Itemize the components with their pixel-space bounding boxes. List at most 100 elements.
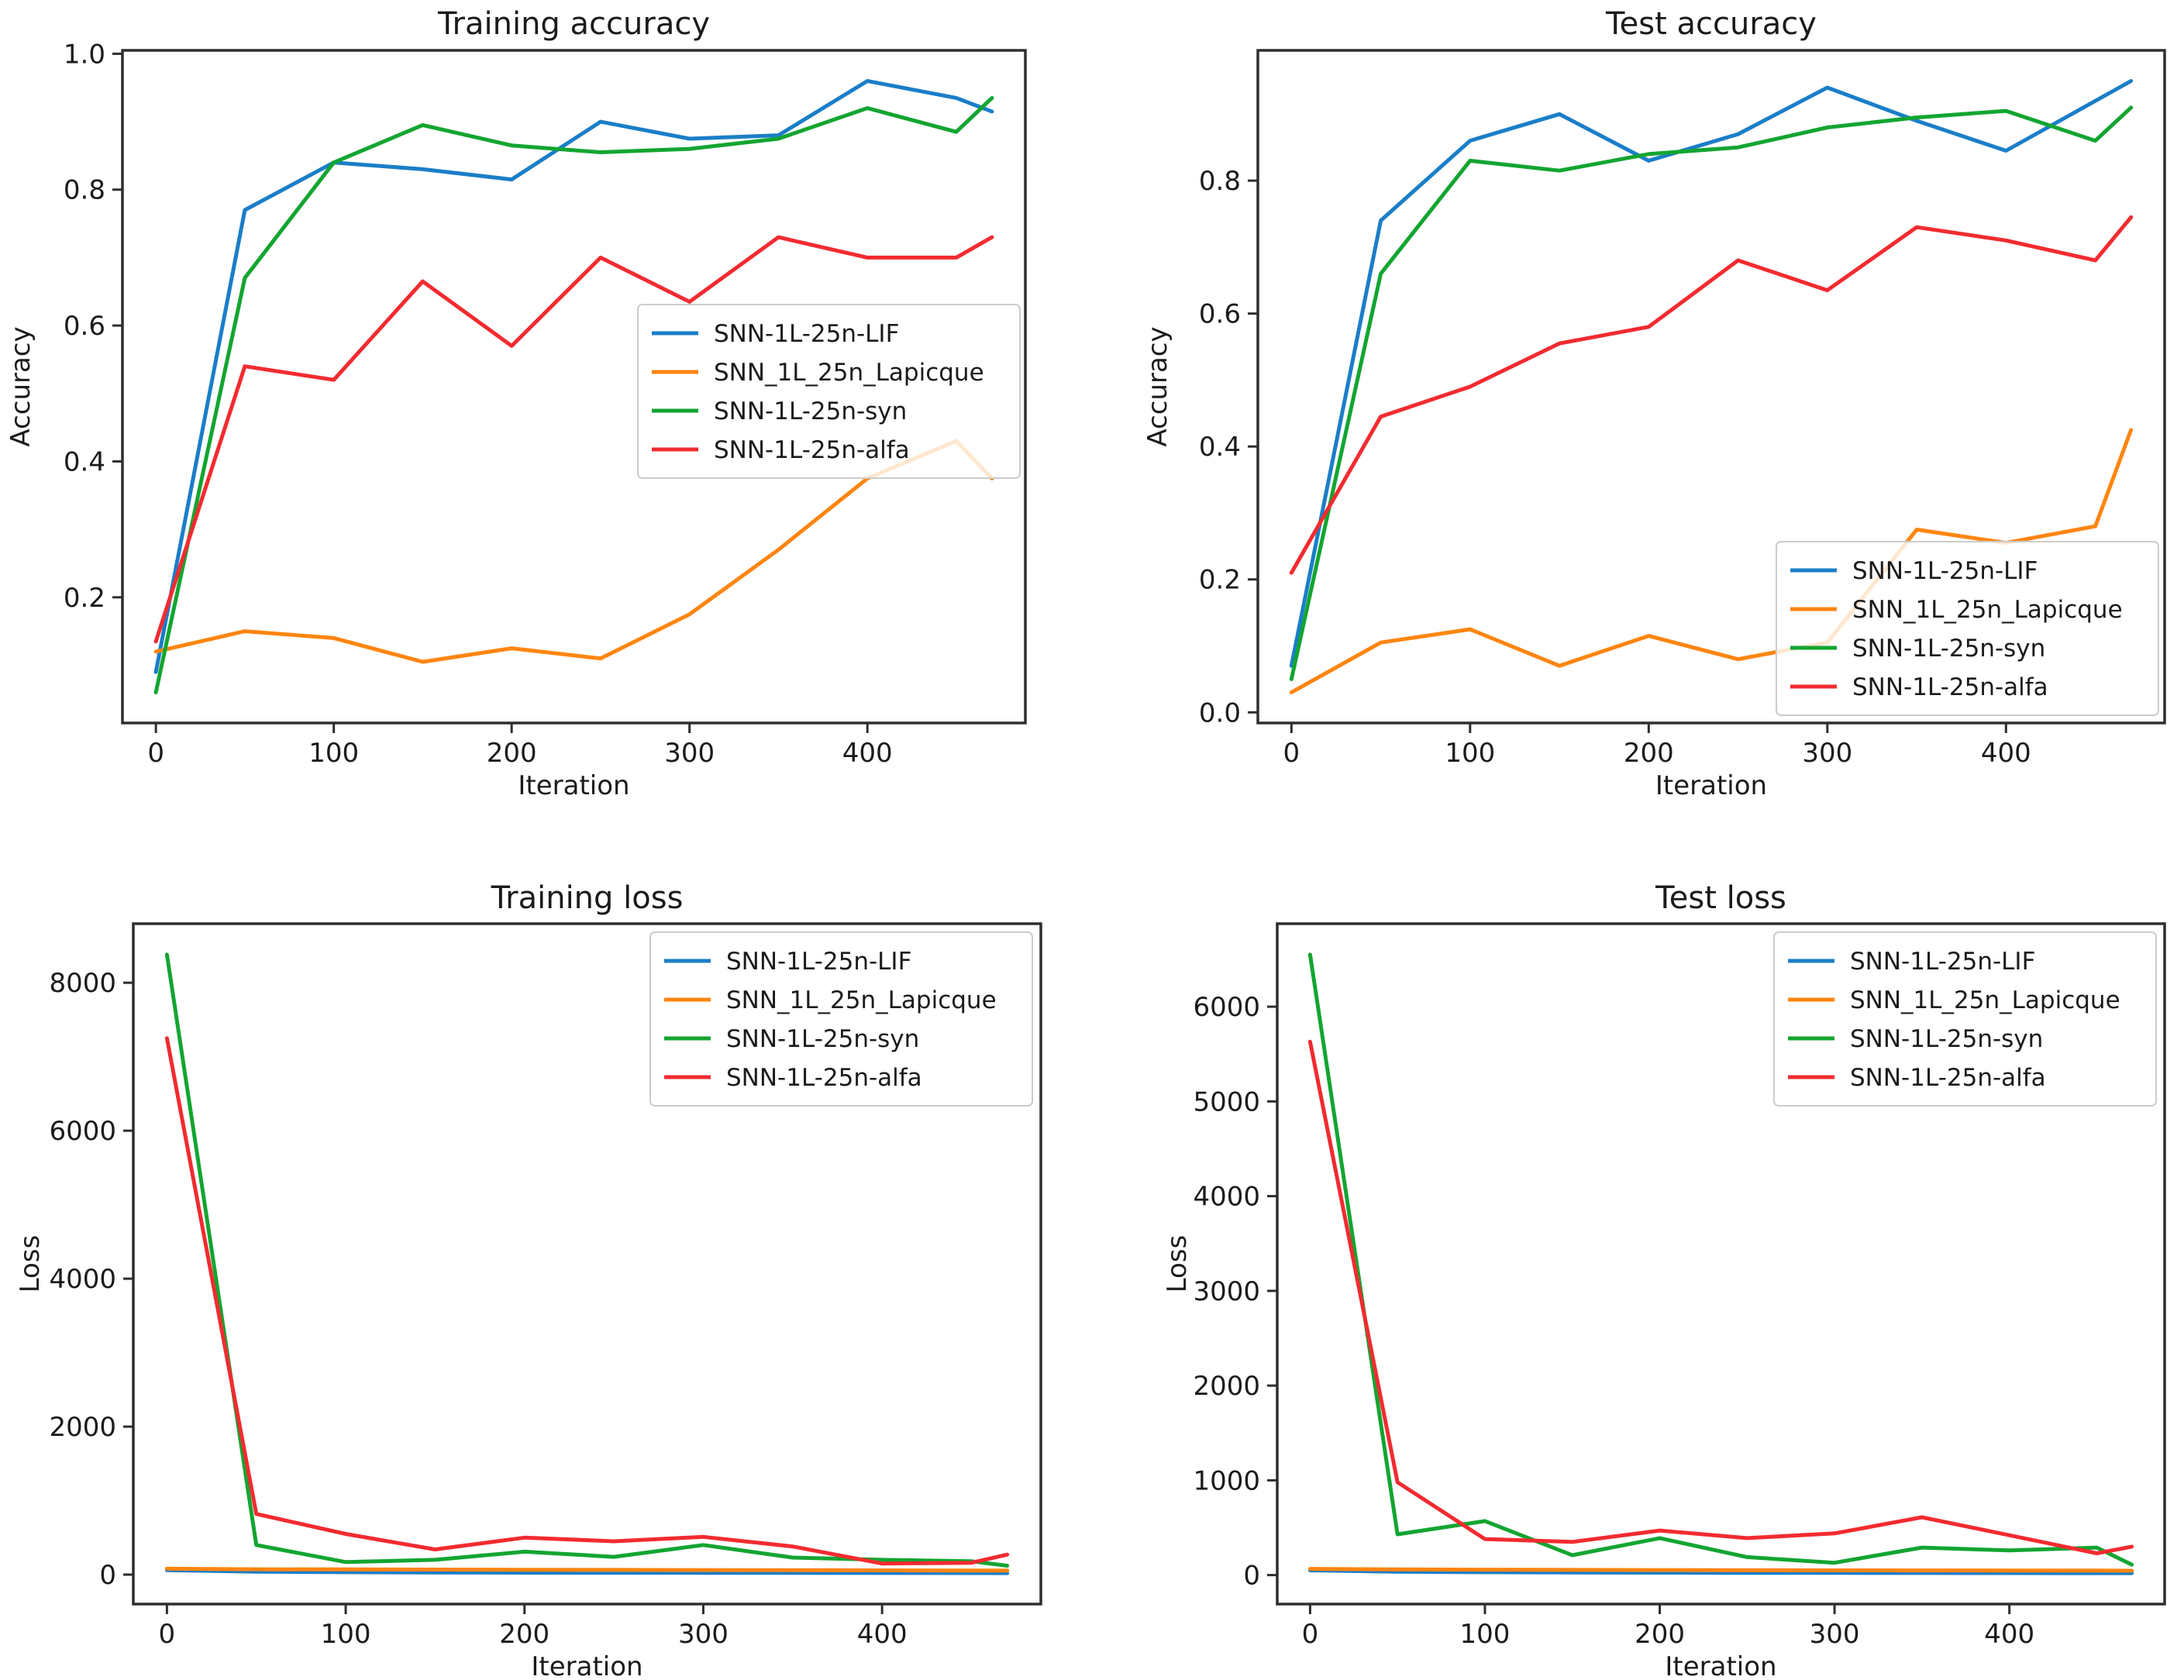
legend-label: SNN-1L-25n-LIF <box>1852 557 2038 585</box>
y-tick-label: 1000 <box>1193 1465 1260 1496</box>
y-tick-label: 6000 <box>1193 992 1260 1023</box>
y-axis-label: Loss <box>1162 1235 1193 1293</box>
y-tick-label: 0.6 <box>64 311 105 342</box>
y-tick-label: 0.8 <box>64 175 105 206</box>
series-line-SNN-1L-25n-LIF <box>1289 79 2134 668</box>
test-accuracy-canvas: 0 100 200 300 400 0.0 0.2 0.4 0.6 0.8 Test accurac… <box>1142 6 2166 801</box>
y-axis-label: Accuracy <box>5 326 36 446</box>
legend-label: SNN_1L_25n_Lapicque <box>726 986 997 1014</box>
axes-frame <box>132 922 1042 1606</box>
series-line-SNN-1L-25n-alfa <box>1289 215 2134 575</box>
x-axis-label: Iteration <box>531 1651 642 1680</box>
x-tick-label: 400 <box>1981 738 2031 769</box>
x-tick-label: 0 <box>1283 738 1300 769</box>
series-line-SNN-1L-25n-LIF <box>1307 1568 2134 1575</box>
series-line-SNN-1L-25n-alfa <box>153 235 994 644</box>
y-tick-label: 5000 <box>1193 1086 1260 1117</box>
y-tick-label: 4000 <box>1193 1182 1260 1213</box>
y-tick-label: 2000 <box>1193 1371 1260 1402</box>
chart-title: Training accuracy <box>437 6 710 42</box>
x-tick-label: 300 <box>664 738 715 769</box>
legend-label: SNN-1L-25n-syn <box>1850 1025 2043 1053</box>
series-line-SNN-1L-25n-syn <box>1289 105 2134 681</box>
training-accuracy-chart: 0 100 200 300 400 0.2 0.4 0.6 0.8 1.0 Training acc… <box>0 0 1085 840</box>
x-axis-label: Iteration <box>518 770 629 801</box>
x-axis-label: Iteration <box>1665 1651 1776 1680</box>
series-line-SNN-1L-25n-alfa <box>164 1036 1010 1566</box>
chart-title: Test accuracy <box>1605 6 1817 42</box>
x-tick-label: 400 <box>857 1619 908 1650</box>
legend: SNN-1L-25n-LIF SNN_1L_25n_Lapicque SNN-1L-… <box>1773 931 2157 1107</box>
x-tick-label: 100 <box>321 1619 371 1650</box>
x-tick-label: 200 <box>487 738 537 769</box>
x-tick-label: 300 <box>678 1619 729 1650</box>
test-accuracy-chart: 0 100 200 300 400 0.0 0.2 0.4 0.6 0.8 Test accurac… <box>1085 0 2184 840</box>
x-tick-label: 300 <box>1810 1619 1860 1650</box>
legend-box <box>637 304 1021 479</box>
y-tick-label: 0 <box>99 1560 116 1591</box>
x-tick-label: 200 <box>499 1619 549 1650</box>
y-axis-label: Accuracy <box>1142 326 1173 446</box>
series-line-SNN-1L-25n-alfa <box>1307 1039 2134 1555</box>
legend-label: SNN-1L-25n-alfa <box>726 1064 922 1092</box>
series-line-SNN-1L-25n-LIF <box>164 1568 1010 1575</box>
legend-label: SNN_1L_25n_Lapicque <box>1852 596 2123 624</box>
legend-label: SNN-1L-25n-syn <box>726 1025 919 1053</box>
chart-title: Test loss <box>1655 880 1786 916</box>
legend-label: SNN-1L-25n-LIF <box>714 320 899 348</box>
y-tick-label: 3000 <box>1193 1276 1260 1307</box>
x-tick-label: 100 <box>1445 738 1495 769</box>
legend-label: SNN-1L-25n-LIF <box>726 948 911 976</box>
legend: SNN-1L-25n-LIF SNN_1L_25n_Lapicque SNN-1L-… <box>637 304 1021 479</box>
x-tick-label: 200 <box>1624 738 1674 769</box>
legend-label: SNN_1L_25n_Lapicque <box>714 359 984 387</box>
y-tick-label: 0.4 <box>64 446 105 477</box>
y-axis-label: Loss <box>15 1235 46 1293</box>
legend-label: SNN-1L-25n-alfa <box>1850 1064 2046 1092</box>
axes-frame <box>1276 922 2166 1606</box>
legend-label: SNN-1L-25n-syn <box>714 398 907 425</box>
y-tick-label: 2000 <box>49 1412 116 1443</box>
series-line-SNN-1L-25n-LIF <box>153 79 994 674</box>
y-tick-label: 0.0 <box>1199 697 1241 728</box>
x-tick-label: 300 <box>1802 738 1852 769</box>
y-tick-label: 6000 <box>49 1116 116 1147</box>
legend-box <box>649 931 1033 1107</box>
axes-frame <box>1256 49 2166 725</box>
legend-box <box>1773 931 2157 1107</box>
test-loss-canvas: 0 100 200 300 4000100020003000400050006000Te… <box>1162 880 2166 1680</box>
y-tick-label: 0 <box>1243 1561 1260 1592</box>
legend-label: SNN-1L-25n-syn <box>1852 635 2045 663</box>
legend-label: SNN-1L-25n-alfa <box>714 436 910 464</box>
x-tick-label: 200 <box>1635 1619 1685 1650</box>
legend-label: SNN-1L-25n-alfa <box>1852 673 2048 701</box>
training-loss-chart: 0 100 200 300 400 0 2000 4000 6000 8000 Training l… <box>0 840 1085 1680</box>
legend-label: SNN-1L-25n-LIF <box>1850 948 2035 976</box>
series-line-SNN_1L_25n_Lapicque <box>1289 428 2134 694</box>
y-tick-label: 8000 <box>49 968 116 999</box>
legend-label: SNN_1L_25n_Lapicque <box>1850 986 2120 1014</box>
series-line-SNN-1L-25n-syn <box>1307 952 2134 1567</box>
x-tick-label: 0 <box>1302 1619 1319 1650</box>
legend-box <box>1776 541 2159 716</box>
x-tick-label: 0 <box>147 738 164 769</box>
y-tick-label: 0.2 <box>1199 565 1241 596</box>
x-tick-label: 400 <box>842 738 893 769</box>
test-loss-chart: 0 100 200 300 400 0 1000 2000 3000 4000 5000 6000 Te… <box>1085 840 2184 1680</box>
x-tick-label: 100 <box>1460 1619 1511 1650</box>
y-tick-label: 0.4 <box>1199 432 1241 463</box>
training-accuracy-canvas: 0 100 200 300 400 0.2 0.4 0.6 0.8 1.0 Training acc… <box>5 6 1027 801</box>
legend: SNN-1L-25n-LIF SNN_1L_25n_Lapicque SNN-1L-… <box>1776 541 2159 716</box>
y-tick-label: 1.0 <box>64 39 105 70</box>
y-tick-label: 0.2 <box>64 583 105 614</box>
y-tick-label: 0.6 <box>1199 299 1241 330</box>
chart-title: Training loss <box>491 880 684 916</box>
y-tick-label: 0.8 <box>1199 166 1241 197</box>
x-tick-label: 0 <box>159 1619 176 1650</box>
series-line-SNN-1L-25n-syn <box>164 952 1010 1568</box>
axes-frame <box>121 49 1027 725</box>
x-axis-label: Iteration <box>1655 770 1767 801</box>
x-tick-label: 400 <box>1984 1619 2034 1650</box>
